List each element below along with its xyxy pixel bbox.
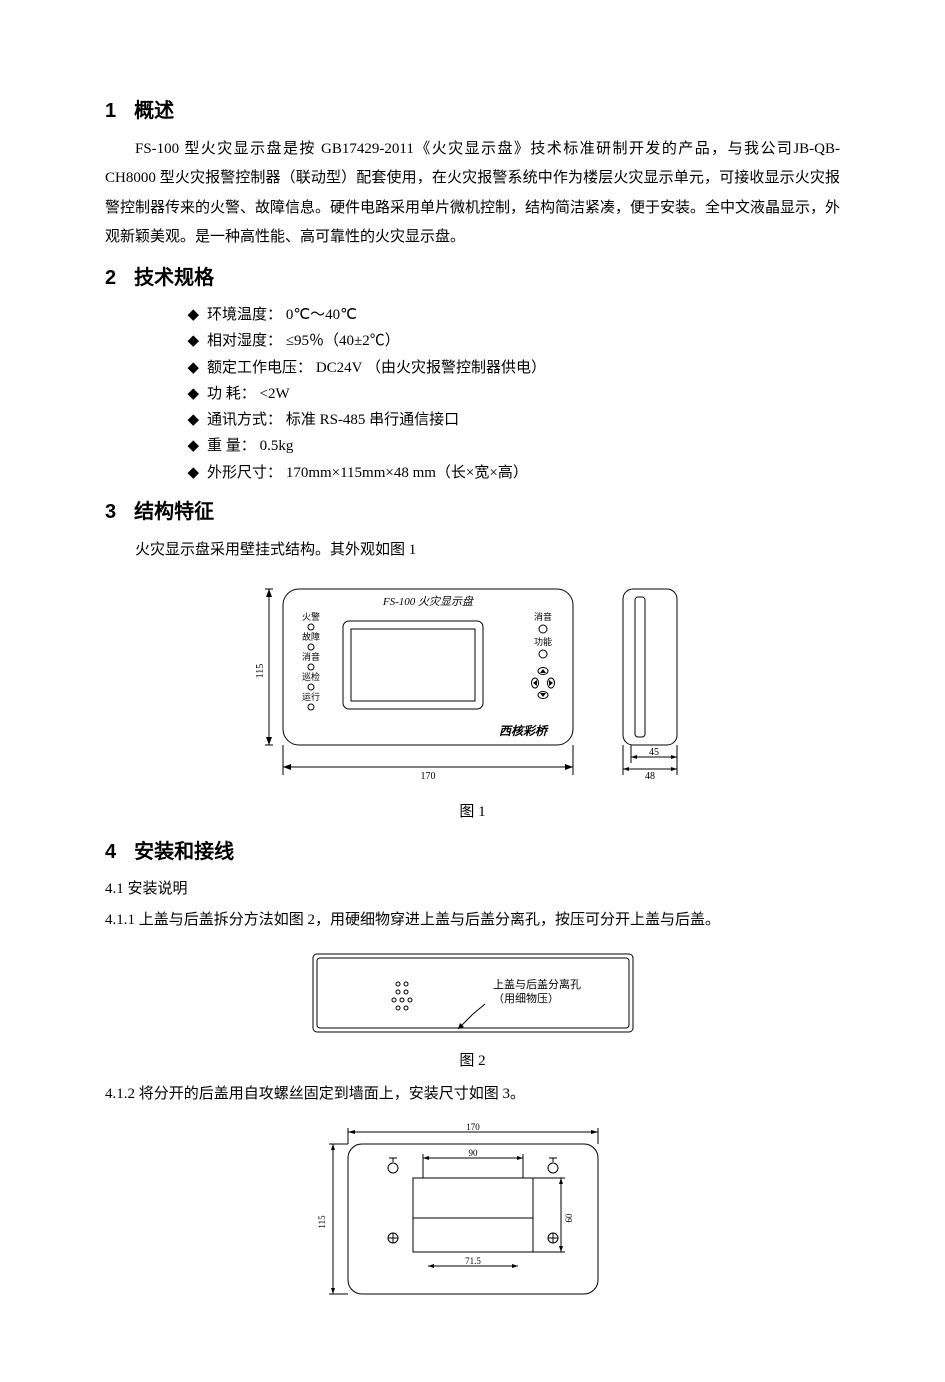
section-4-heading: 4 安装和接线 [105, 834, 840, 870]
svg-text:消音: 消音 [301, 651, 319, 662]
figure-2-caption: 图 2 [105, 1048, 840, 1075]
svg-text:60: 60 [564, 1213, 574, 1223]
sub-4-1-1: 4.1.1 上盖与后盖拆分方法如图 2，用硬细物穿进上盖与后盖分离孔，按压可分开… [105, 907, 840, 934]
spec-label: 相对湿度： [207, 328, 282, 354]
svg-text:48: 48 [645, 771, 655, 782]
spec-value: 0℃～40℃ [282, 307, 357, 323]
overview-paragraph: FS-100 型火灾显示盘是按 GB17429-2011《火灾显示盘》技术标准研… [105, 135, 840, 252]
svg-text:故障: 故障 [301, 631, 319, 642]
figure-1: 115 FS-100 火灾显示盘 火警 故障 消音 巡检 运行 [105, 575, 840, 795]
section-2-num: 2 [105, 260, 116, 296]
section-2-heading: 2 技术规格 [105, 260, 840, 296]
section-3-heading: 3 结构特征 [105, 494, 840, 530]
svg-text:（用细物压）: （用细物压） [493, 991, 559, 1005]
spec-value: 0.5kg [256, 438, 294, 454]
section-3-title: 结构特征 [134, 501, 214, 523]
section-3-num: 3 [105, 494, 116, 530]
section-4-num: 4 [105, 834, 116, 870]
figure-2-svg: 上盖与后盖分离孔 （用细物压） [293, 944, 653, 1044]
svg-text:45: 45 [649, 747, 659, 758]
svg-text:消音: 消音 [533, 611, 551, 622]
svg-text:火警: 火警 [301, 611, 319, 622]
svg-text:FS-100 火灾显示盘: FS-100 火灾显示盘 [381, 595, 474, 608]
figure-1-svg: 115 FS-100 火灾显示盘 火警 故障 消音 巡检 运行 [243, 575, 703, 795]
spec-label: 外形尺寸： [207, 460, 282, 486]
figure-3-svg: 170 90 71.5 [293, 1118, 653, 1318]
spec-value: 标准 RS-485 串行通信接口 [282, 412, 459, 428]
structure-paragraph: 火灾显示盘采用壁挂式结构。其外观如图 1 [105, 536, 840, 565]
figure-1-caption: 图 1 [105, 799, 840, 826]
spec-value: 170mm×115mm×48 mm（长×宽×高） [282, 465, 528, 481]
svg-text:运行: 运行 [301, 691, 319, 702]
sub-4-1-2: 4.1.2 将分开的后盖用自攻螺丝固定到墙面上，安装尺寸如图 3。 [105, 1081, 840, 1108]
svg-text:90: 90 [468, 1148, 478, 1158]
spec-label: 环境温度： [207, 302, 282, 328]
svg-text:115: 115 [317, 1215, 327, 1229]
section-2-title: 技术规格 [134, 267, 214, 289]
spec-item: 功 耗： <2W [188, 381, 841, 407]
figure-2: 上盖与后盖分离孔 （用细物压） [105, 944, 840, 1044]
spec-item: 相对湿度： ≤95％（40±2℃） [188, 328, 841, 354]
spec-item: 通讯方式： 标准 RS-485 串行通信接口 [188, 407, 841, 433]
spec-label: 额定工作电压： [207, 355, 312, 381]
svg-text:115: 115 [255, 664, 266, 679]
section-1-num: 1 [105, 93, 116, 129]
section-1-heading: 1 概述 [105, 93, 840, 129]
spec-item: 外形尺寸： 170mm×115mm×48 mm（长×宽×高） [188, 460, 841, 486]
spec-value: <2W [256, 386, 290, 402]
svg-text:巡检: 巡检 [301, 671, 319, 682]
spec-label: 通讯方式： [207, 407, 282, 433]
spec-label: 重 量： [207, 433, 256, 459]
svg-text:上盖与后盖分离孔: 上盖与后盖分离孔 [493, 977, 581, 991]
spec-item: 重 量： 0.5kg [188, 433, 841, 459]
spec-item: 额定工作电压： DC24V （由火灾报警控制器供电） [188, 355, 841, 381]
svg-text:西核彩桥: 西核彩桥 [498, 724, 548, 738]
spec-list: 环境温度： 0℃～40℃ 相对湿度： ≤95％（40±2℃） 额定工作电压： D… [105, 302, 840, 486]
svg-text:功能: 功能 [533, 636, 551, 647]
spec-value: DC24V （由火灾报警控制器供电） [312, 360, 546, 376]
spec-value: ≤95％（40±2℃） [282, 333, 400, 349]
sub-4-1: 4.1 安装说明 [105, 876, 840, 903]
svg-text:170: 170 [420, 771, 435, 782]
figure-3: 170 90 71.5 [105, 1118, 840, 1318]
svg-text:170: 170 [466, 1122, 480, 1132]
section-1-title: 概述 [134, 100, 174, 122]
spec-label: 功 耗： [207, 381, 256, 407]
svg-text:71.5: 71.5 [465, 1256, 481, 1266]
spec-item: 环境温度： 0℃～40℃ [188, 302, 841, 328]
section-4-title: 安装和接线 [134, 841, 234, 863]
